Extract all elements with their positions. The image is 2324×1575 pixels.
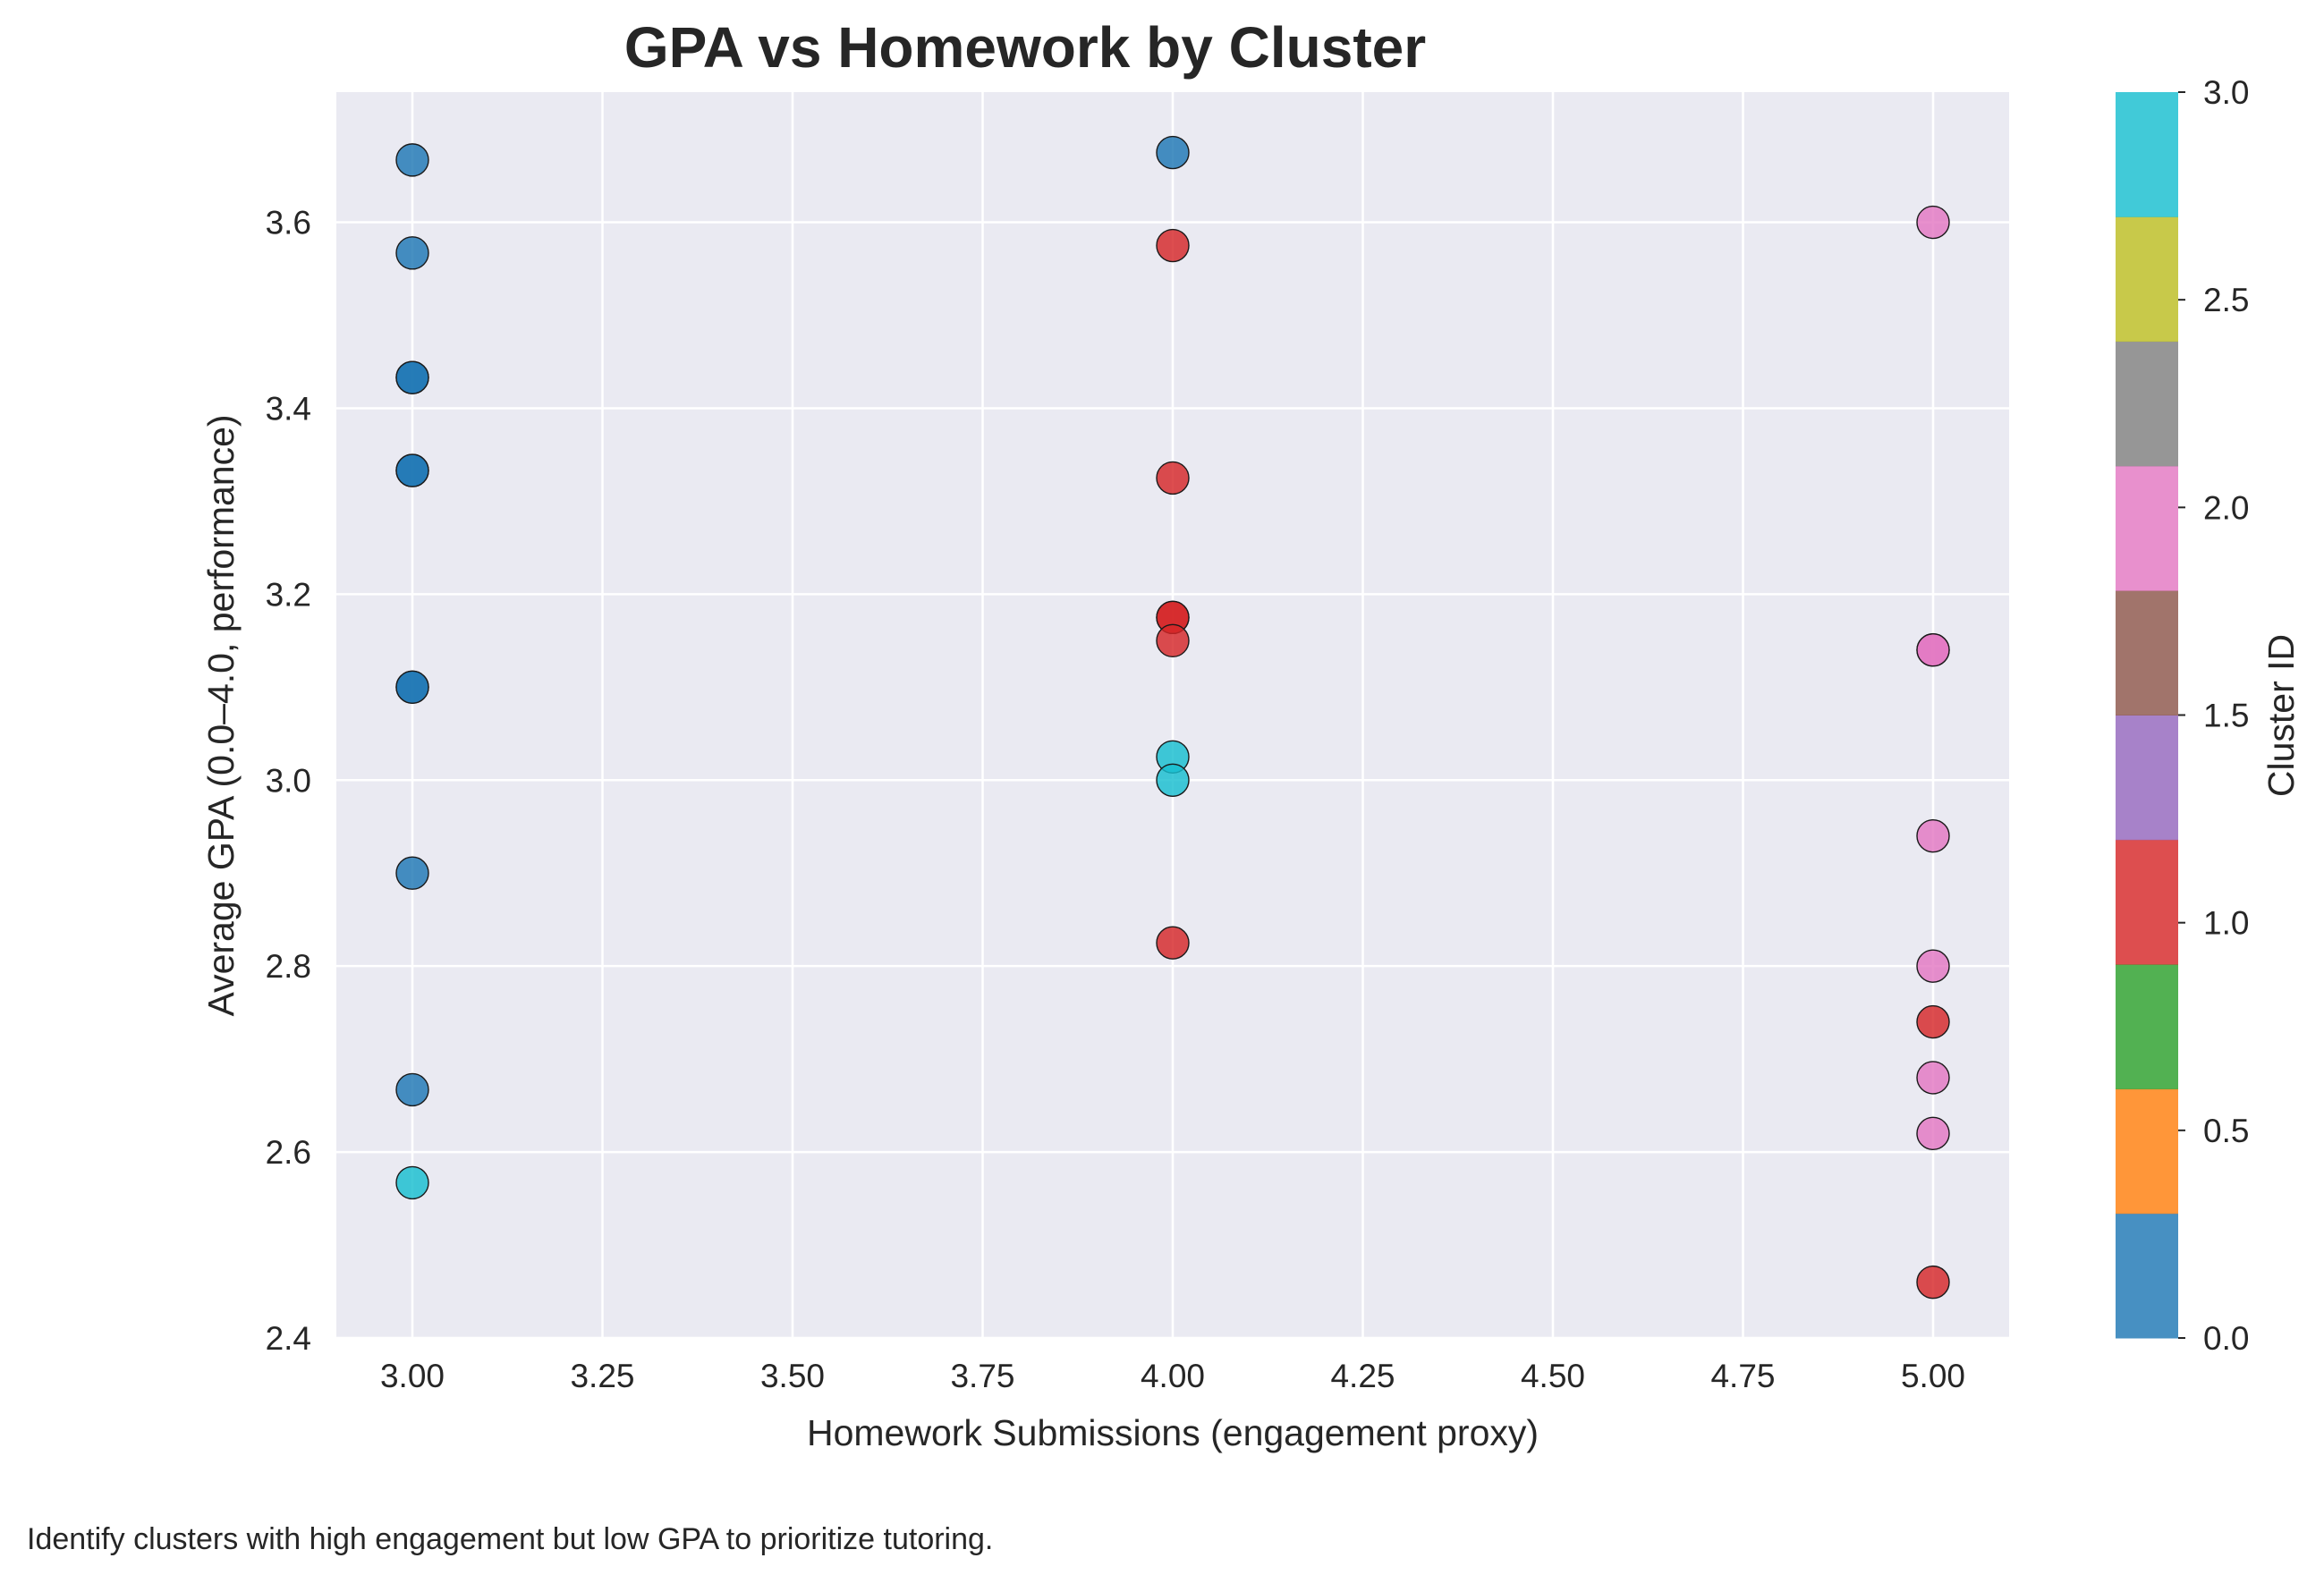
y-tick-label: 3.4 — [266, 390, 311, 427]
scatter-point — [1916, 205, 1950, 240]
scatter-point — [1916, 1265, 1950, 1300]
scatter-point — [1916, 1116, 1950, 1150]
scatter-point — [1916, 949, 1950, 983]
colorbar-tick-label: 3.0 — [2203, 74, 2249, 111]
y-tick-labels: 2.4 2.6 2.8 3.0 3.2 3.4 3.6 — [266, 205, 311, 1357]
scatter-point — [1916, 1004, 1950, 1039]
x-tick-label: 3.50 — [760, 1358, 825, 1394]
x-axis-label: Homework Submissions (engagement proxy) — [807, 1412, 1539, 1453]
scatter-point — [1156, 763, 1190, 797]
colorbar-segment — [2116, 839, 2178, 965]
x-tick-labels: 3.00 3.25 3.50 3.75 4.00 4.25 4.50 4.75 5.00 — [380, 1358, 1965, 1394]
colorbar — [2116, 92, 2178, 1339]
grid-lines — [336, 92, 2009, 1340]
y-tick-label: 3.6 — [266, 205, 311, 241]
scatter-point — [1156, 461, 1190, 495]
scatter-point — [395, 360, 429, 394]
y-tick-label: 2.8 — [266, 948, 311, 985]
y-tick-label: 3.2 — [266, 576, 311, 613]
colorbar-tick-label: 0.5 — [2203, 1113, 2249, 1149]
colorbar-segment — [2116, 590, 2178, 716]
x-tick-label: 4.25 — [1330, 1358, 1395, 1394]
x-tick-label: 3.75 — [950, 1358, 1014, 1394]
colorbar-label: Cluster ID — [2260, 634, 2302, 797]
colorbar-segment — [2116, 964, 2178, 1089]
x-tick-label: 4.00 — [1141, 1358, 1205, 1394]
scatter-point — [1156, 623, 1190, 658]
colorbar-segment — [2116, 715, 2178, 841]
x-tick-label: 3.00 — [380, 1358, 445, 1394]
scatter-point — [395, 856, 429, 890]
scatter-point — [1156, 926, 1190, 960]
scatter-point — [1916, 818, 1950, 853]
scatter-point — [1156, 135, 1190, 170]
y-tick-label: 2.6 — [266, 1134, 311, 1171]
colorbar-tick-label: 2.5 — [2203, 282, 2249, 318]
x-tick-label: 3.25 — [570, 1358, 634, 1394]
scatter-point — [395, 1072, 429, 1107]
scatter-point — [395, 236, 429, 270]
colorbar-segment — [2116, 1213, 2178, 1339]
scatter-point — [395, 453, 429, 487]
y-tick-label: 3.0 — [266, 762, 311, 799]
colorbar-segment — [2116, 1088, 2178, 1215]
y-axis-label: Average GPA (0.0–4.0, performance) — [200, 414, 242, 1016]
colorbar-tick-label: 2.0 — [2203, 489, 2249, 526]
colorbar-tick-label: 0.0 — [2203, 1320, 2249, 1357]
chart-title: GPA vs Homework by Cluster — [624, 15, 1426, 80]
colorbar-segment — [2116, 216, 2178, 343]
scatter-point — [1916, 633, 1950, 667]
footnote: Identify clusters with high engagement b… — [27, 1522, 993, 1556]
data-points — [395, 135, 1950, 1300]
y-tick-label: 2.4 — [266, 1320, 311, 1357]
scatter-point — [395, 143, 429, 177]
scatter-point — [1156, 228, 1190, 263]
colorbar-segment — [2116, 465, 2178, 591]
colorbar-tick-label: 1.5 — [2203, 698, 2249, 734]
x-tick-label: 5.00 — [1901, 1358, 1965, 1394]
scatter-point — [1916, 1061, 1950, 1095]
x-tick-label: 4.50 — [1521, 1358, 1585, 1394]
colorbar-segment — [2116, 92, 2178, 217]
colorbar-tick-label: 1.0 — [2203, 905, 2249, 942]
scatter-point — [395, 670, 429, 705]
colorbar-tick-labels: 0.0 0.5 1.0 1.5 2.0 2.5 3.0 — [2178, 74, 2249, 1357]
scatter-point — [395, 1165, 429, 1200]
x-tick-label: 4.75 — [1710, 1358, 1775, 1394]
colorbar-segment — [2116, 341, 2178, 467]
